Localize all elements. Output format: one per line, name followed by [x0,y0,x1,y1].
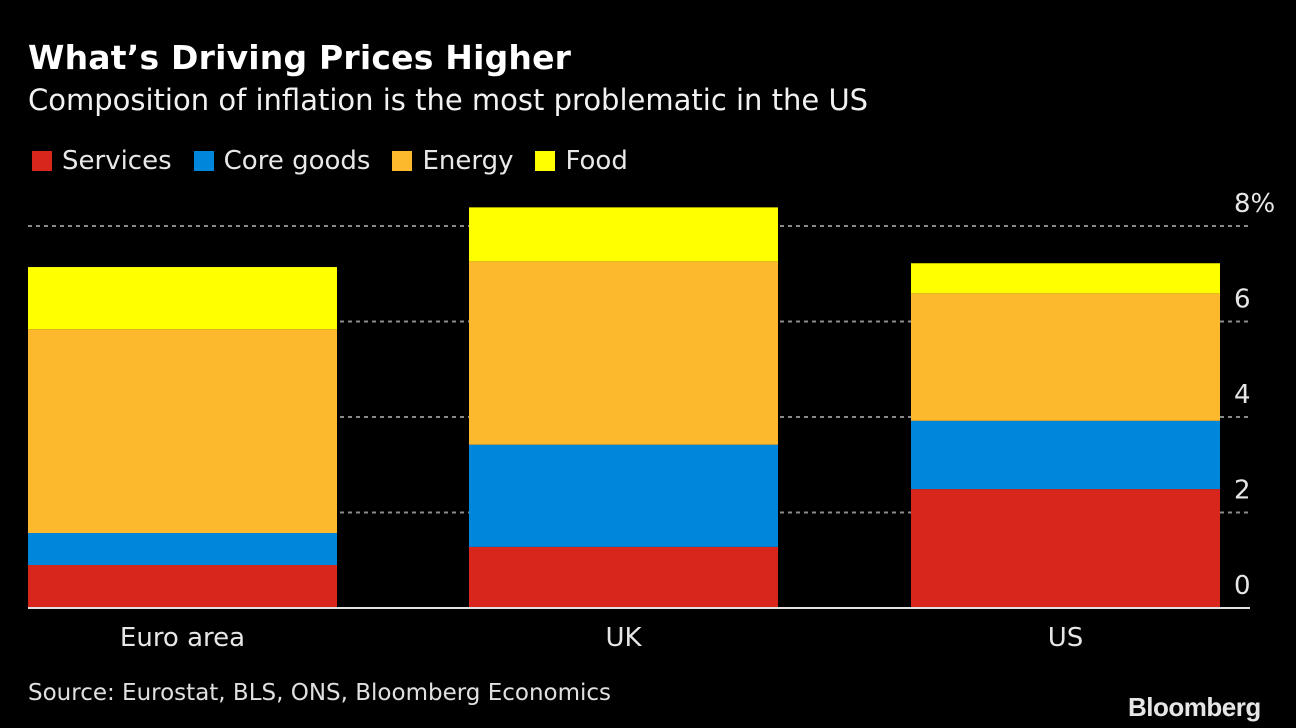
legend: Services Core goods Energy Food [32,146,650,176]
bar-euro-area-energy [28,329,337,534]
source-note: Source: Eurostat, BLS, ONS, Bloomberg Ec… [28,680,612,706]
y-tick-label: 8% [1234,189,1275,219]
legend-item-food: Food [535,146,628,176]
y-tick-label: 6 [1234,285,1251,315]
x-tick-label: US [1048,623,1084,653]
legend-label-food: Food [565,146,628,176]
legend-label-core-goods: Core goods [223,146,371,176]
bar-us-energy [911,293,1220,421]
bar-uk-core-goods [469,444,778,547]
y-tick-label: 4 [1234,380,1251,410]
legend-item-core-goods: Core goods [193,146,371,176]
bar-us-core-goods [911,420,1220,490]
bar-us-food [911,263,1220,294]
bar-euro-area-food [28,267,337,330]
legend-swatch-services [32,151,52,171]
bar-uk-food [469,207,778,262]
chart-title: What’s Driving Prices Higher [28,38,572,77]
legend-swatch-core-goods [193,151,214,171]
x-tick-label: Euro area [120,623,245,653]
bar-euro-area-core-goods [28,533,337,566]
x-tick-label: UK [605,623,642,653]
legend-item-energy: Energy [392,146,513,176]
y-tick-label: 0 [1234,571,1251,601]
bar-uk-services [469,546,778,608]
y-tick-label: 2 [1234,476,1251,506]
legend-swatch-food [535,151,556,171]
bar-us-services [911,489,1220,608]
legend-swatch-energy [392,151,413,171]
bar-uk-energy [469,261,778,445]
legend-item-services: Services [32,146,172,176]
chart-subtitle: Composition of inflation is the most pro… [28,83,869,117]
bloomberg-logo: Bloomberg [1128,692,1261,722]
legend-label-services: Services [62,146,172,176]
bar-euro-area-services [28,565,337,608]
legend-label-energy: Energy [422,146,514,176]
